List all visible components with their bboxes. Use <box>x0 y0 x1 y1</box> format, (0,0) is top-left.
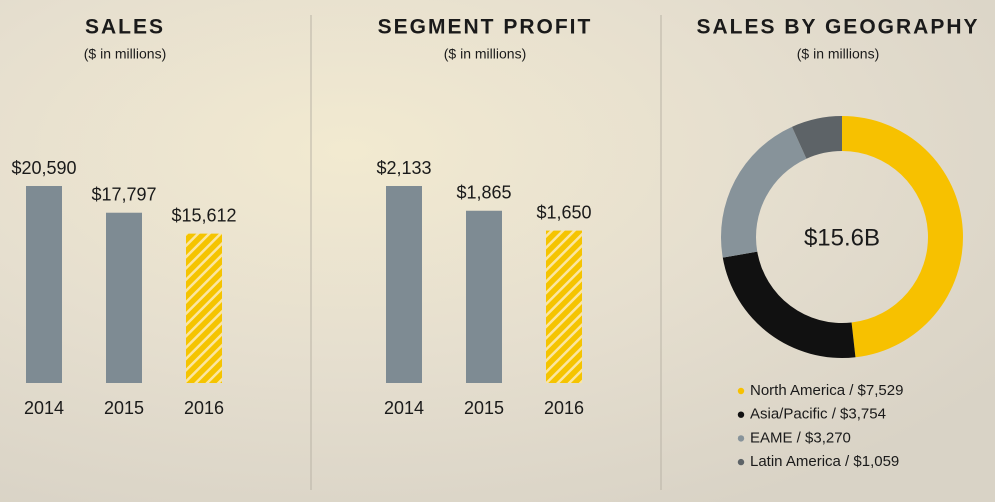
chart-title: SALES <box>85 16 165 39</box>
legend-label: Asia/Pacific / $3,754 <box>750 406 886 423</box>
legend-label: North America / $7,529 <box>750 382 903 399</box>
category-label: 2015 <box>464 398 504 418</box>
donut-segment <box>791 116 842 159</box>
chart-subtitle: ($ in millions) <box>797 46 879 62</box>
chart-subtitle: ($ in millions) <box>444 46 526 62</box>
donut-segment <box>722 251 856 358</box>
legend-label: EAME / $3,270 <box>750 429 851 446</box>
value-label: $17,797 <box>91 184 156 204</box>
value-label: $20,590 <box>11 158 76 178</box>
chart-subtitle: ($ in millions) <box>84 46 166 62</box>
legend-marker <box>737 387 745 395</box>
legend-marker <box>737 458 745 466</box>
bar <box>466 210 502 383</box>
bar <box>546 230 582 383</box>
chart-title: SALES BY GEOGRAPHY <box>697 16 980 39</box>
bar <box>26 186 62 383</box>
value-label: $1,650 <box>536 202 591 222</box>
donut-segment <box>842 116 963 358</box>
chart-title: SEGMENT PROFIT <box>378 16 593 39</box>
category-label: 2015 <box>104 398 144 418</box>
donut-segment <box>721 126 807 258</box>
category-label: 2014 <box>384 398 424 418</box>
value-label: $1,865 <box>456 183 511 203</box>
bar <box>186 233 222 383</box>
value-label: $15,612 <box>171 205 236 225</box>
legend-marker <box>737 411 745 418</box>
center-label: $15.6B <box>804 224 880 251</box>
legend-label: Latin America / $1,059 <box>750 453 899 470</box>
value-label: $2,133 <box>376 158 431 178</box>
bar <box>386 186 422 383</box>
category-label: 2016 <box>544 398 584 418</box>
bar <box>106 212 142 383</box>
category-label: 2014 <box>24 398 64 418</box>
legend-marker <box>737 435 745 442</box>
category-label: 2016 <box>184 398 224 418</box>
